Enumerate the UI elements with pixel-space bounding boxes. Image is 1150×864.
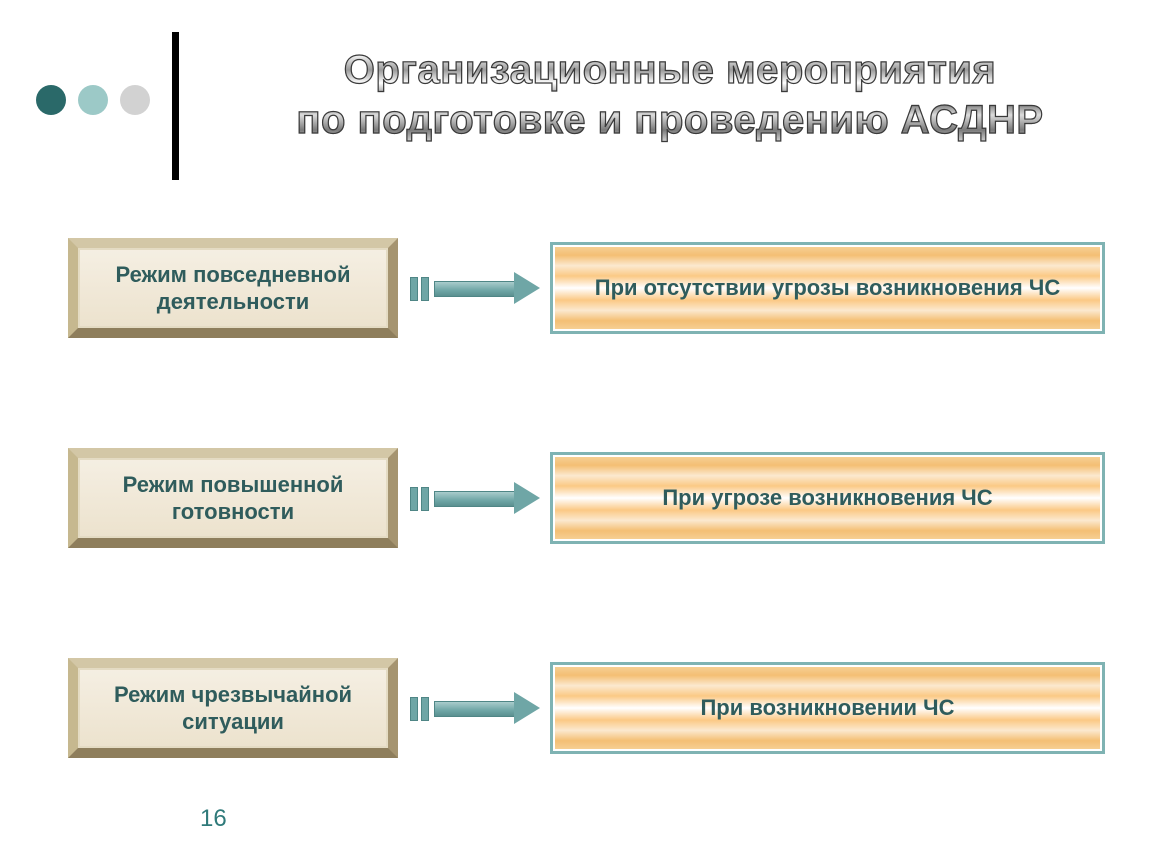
mode-box-emergency-label: Режим чрезвычайной ситуации [92,681,374,736]
arrow-2-tail-1 [410,487,418,511]
arrow-3-head [514,692,540,724]
condition-box-emergency-label: При возникновении ЧС [700,694,954,722]
decor-dot-1 [36,85,66,115]
mode-box-emergency: Режим чрезвычайной ситуации [68,658,398,758]
arrow-2-tail-2 [421,487,429,511]
arrow-1-tail-2 [421,277,429,301]
mode-box-high-readiness: Режим повышенной готовности [68,448,398,548]
arrow-3-tail-2 [421,697,429,721]
arrow-2-shaft [434,491,516,507]
arrow-3-shaft [434,701,516,717]
arrow-3-tail-1 [410,697,418,721]
condition-box-threat-label: При угрозе возникновения ЧС [662,484,992,512]
decor-dot-3 [120,85,150,115]
slide-title-line2: по подготовке и проведению АСДНР [296,98,1043,142]
condition-box-emergency: При возникновении ЧС [550,662,1105,754]
arrow-2-head [514,482,540,514]
slide-title-line1: Организационные мероприятия [344,48,997,92]
mode-box-high-readiness-label: Режим повышенной готовности [92,471,374,526]
arrow-1-head [514,272,540,304]
condition-box-no-threat: При отсутствии угрозы возникновения ЧС [550,242,1105,334]
arrow-1-tail-1 [410,277,418,301]
mode-box-everyday-label: Режим повседневной деятельности [92,261,374,316]
decor-dot-2 [78,85,108,115]
page-number: 16 [200,805,227,833]
arrow-3 [410,696,540,730]
decor-vertical-line [172,32,179,180]
arrow-1-shaft [434,281,516,297]
slide-title: Организационные мероприятия по подготовк… [220,45,1120,145]
arrow-1 [410,276,540,310]
mode-box-everyday: Режим повседневной деятельности [68,238,398,338]
condition-box-no-threat-label: При отсутствии угрозы возникновения ЧС [595,274,1060,302]
arrow-2 [410,486,540,520]
condition-box-threat: При угрозе возникновения ЧС [550,452,1105,544]
